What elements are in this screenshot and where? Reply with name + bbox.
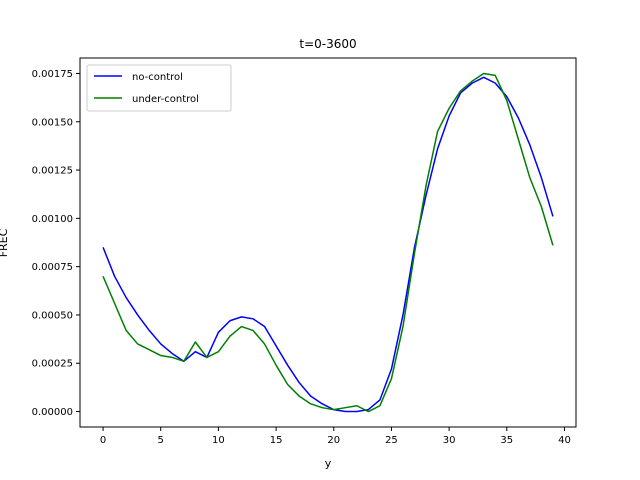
x-tick-label: 30 <box>443 435 456 446</box>
x-tick-label: 40 <box>558 435 571 446</box>
x-tick-label: 15 <box>270 435 283 446</box>
y-tick-label: 0.00075 <box>32 262 73 273</box>
x-tick-label: 25 <box>385 435 398 446</box>
x-tick-label: 35 <box>500 435 513 446</box>
y-axis: 0.00000 0.00025 0.00050 0.00075 0.00100 0.001… <box>32 69 80 418</box>
series-line-under-control <box>102 72 554 413</box>
x-tick-label: 10 <box>212 435 225 446</box>
legend-label-under-control: under-control <box>132 94 199 105</box>
chart-title: t=0-3600 <box>299 37 356 51</box>
x-axis-title: y <box>325 457 332 470</box>
y-tick-label: 0.00175 <box>32 69 73 80</box>
legend-label-no-control: no-control <box>132 72 183 83</box>
x-tick-label: 0 <box>100 435 106 446</box>
plot-frame <box>79 57 577 428</box>
y-tick-label: 0.00100 <box>32 214 73 225</box>
legend-box <box>86 64 232 112</box>
y-tick-label: 0.00000 <box>32 407 73 418</box>
series-line-no-control <box>102 76 554 413</box>
x-axis: 0 5 10 15 20 25 30 35 40 <box>100 427 571 446</box>
y-tick-label: 0.00125 <box>32 166 73 177</box>
x-tick-label: 5 <box>158 435 164 446</box>
y-tick-label: 0.00150 <box>32 117 73 128</box>
y-tick-label: 0.00050 <box>32 310 73 321</box>
series-layer <box>102 72 554 413</box>
y-tick-label: 0.00025 <box>32 359 73 370</box>
legend: no-control under-control <box>86 64 232 112</box>
y-axis-title: FREC <box>0 228 10 257</box>
x-tick-label: 20 <box>327 435 340 446</box>
